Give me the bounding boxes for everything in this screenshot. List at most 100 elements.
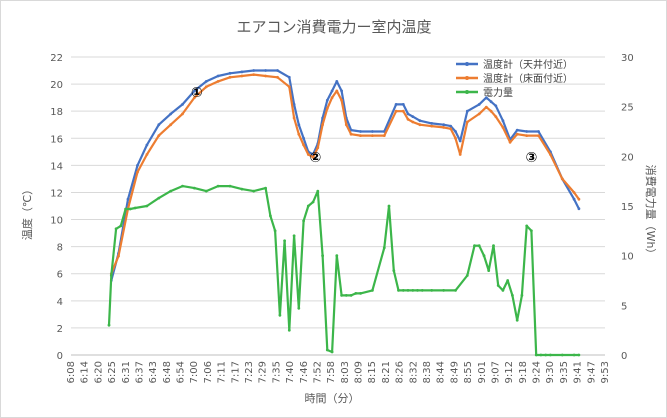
data-point	[508, 140, 512, 144]
data-point	[577, 353, 581, 357]
data-point	[109, 274, 113, 277]
chart-title: エアコン消費電力ー室内温度	[236, 18, 431, 36]
annotation-label: ③	[525, 150, 537, 166]
x-tick-label: 8:21	[381, 361, 392, 383]
data-point	[482, 254, 486, 258]
data-point	[292, 103, 296, 106]
x-tick-label: 7:52	[312, 361, 323, 383]
data-point	[292, 116, 296, 120]
legend-label: 温度計（床面付近）	[483, 72, 573, 85]
data-point	[525, 130, 529, 133]
data-point	[124, 207, 127, 211]
y-axis-left-label: 温度（℃）	[20, 184, 34, 240]
data-point	[525, 224, 529, 228]
data-point	[411, 289, 415, 292]
data-point	[306, 204, 310, 208]
y-axis-right: 0 5 10 15 20 25 30	[621, 53, 634, 362]
data-point	[128, 207, 132, 211]
x-tick-label: 6:48	[162, 361, 173, 383]
x-tick-label: 8:55	[463, 361, 474, 383]
data-point	[204, 85, 208, 89]
series-layer	[107, 69, 581, 357]
data-point	[321, 123, 324, 127]
y-left-tick-label: 20	[50, 80, 63, 91]
data-point	[240, 70, 244, 74]
data-point	[420, 289, 424, 292]
data-point	[473, 244, 476, 248]
data-point	[126, 197, 130, 201]
data-point	[534, 353, 538, 357]
x-tick-label: 6:37	[134, 361, 145, 383]
data-point	[359, 134, 362, 138]
data-point	[492, 244, 495, 248]
x-tick-label: 7:46	[299, 361, 310, 383]
data-point	[287, 328, 291, 332]
data-point	[458, 139, 462, 143]
y-right-tick-label: 5	[621, 301, 627, 312]
data-point	[340, 89, 343, 93]
x-tick-label: 6:08	[66, 361, 77, 383]
x-tick-label: 9:01	[477, 361, 488, 383]
y-left-tick-label: 6	[57, 270, 63, 281]
x-tick-label: 7:23	[244, 361, 255, 383]
y-right-tick-label: 25	[621, 103, 634, 114]
x-tick-label: 9:07	[490, 361, 501, 383]
data-point	[449, 127, 453, 131]
data-point	[136, 170, 139, 174]
x-tick-label: 9:30	[545, 361, 556, 383]
data-point	[145, 204, 149, 208]
data-point	[228, 71, 232, 75]
data-point	[306, 153, 310, 156]
data-point	[530, 229, 533, 233]
data-point	[325, 107, 329, 110]
series-1	[109, 69, 581, 282]
data-point	[401, 109, 405, 113]
data-point	[577, 207, 581, 211]
data-point	[228, 75, 232, 79]
legend: 温度計（天井付近）温度計（床面付近）電力量	[456, 58, 573, 99]
x-tick-label: 9:24	[532, 361, 543, 383]
legend-marker	[465, 90, 469, 94]
data-point	[449, 124, 453, 128]
data-point	[276, 75, 279, 79]
data-point	[549, 153, 552, 156]
series-3-line	[107, 185, 579, 357]
x-axis-label: 時間（分）	[305, 392, 360, 405]
data-point	[501, 289, 505, 292]
annotation-label: ①	[191, 85, 203, 101]
data-point	[394, 109, 398, 113]
data-point	[430, 122, 434, 125]
data-point	[515, 318, 519, 322]
data-point	[494, 115, 498, 118]
data-point	[354, 292, 358, 295]
data-point	[525, 134, 529, 138]
data-point	[371, 130, 374, 133]
y-left-tick-label: 4	[57, 297, 63, 308]
data-point	[181, 184, 184, 188]
data-point	[335, 89, 339, 93]
data-point	[240, 187, 244, 191]
data-point	[487, 269, 491, 272]
data-point	[477, 103, 481, 106]
legend-label: 温度計（天井付近）	[483, 58, 573, 71]
data-point	[117, 254, 120, 258]
data-point	[287, 85, 291, 89]
annotation-label: ②	[310, 150, 322, 166]
data-point	[397, 289, 400, 292]
x-tick-label: 7:17	[230, 361, 241, 383]
data-point	[302, 136, 305, 140]
data-point	[330, 96, 334, 99]
data-point	[240, 74, 244, 78]
data-point	[477, 244, 481, 248]
data-point	[371, 134, 374, 138]
x-tick-label: 8:15	[367, 361, 378, 383]
data-point	[302, 143, 305, 147]
x-tick-label: 6:31	[121, 361, 132, 383]
data-point	[269, 214, 272, 218]
x-tick-label: 8:44	[436, 361, 447, 383]
series-1-line	[110, 69, 580, 281]
data-point	[484, 96, 488, 99]
data-point	[330, 350, 334, 354]
x-tick-label: 6:25	[107, 361, 118, 383]
y-left-tick-label: 18	[50, 107, 63, 118]
